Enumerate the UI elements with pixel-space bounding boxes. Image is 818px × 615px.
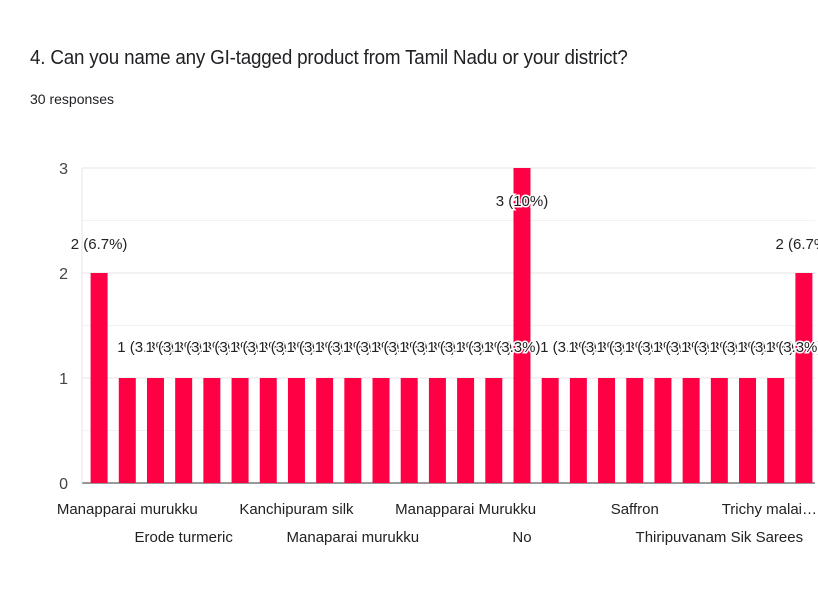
bar: [795, 273, 813, 483]
bar: [485, 378, 503, 483]
bar-data-label: 1 (3.3%): [456, 339, 513, 356]
question-title: 4. Can you name any GI-tagged product fr…: [30, 47, 628, 69]
bar-data-label: 1 (3.3%): [399, 339, 456, 356]
y-tick-label: 3: [59, 161, 68, 178]
bar-data-label: 1 (3.3%): [625, 339, 682, 356]
bar-data-label: 1 (3.3%): [597, 339, 654, 356]
bar-data-label: 1 (3.3%): [174, 339, 231, 356]
x-tick-label: Trichy malai…: [722, 501, 817, 518]
bar-data-label: 1 (3.3%): [202, 339, 259, 356]
bar-data-label: 1 (3.3%): [766, 339, 818, 356]
y-tick-label: 0: [59, 476, 68, 493]
bar-data-label: 1 (3.3%): [371, 339, 428, 356]
bar: [372, 378, 390, 483]
bar: [287, 378, 305, 483]
bar: [118, 378, 136, 483]
bar: [682, 378, 700, 483]
bar: [259, 378, 277, 483]
response-count: 30 responses: [30, 91, 115, 107]
x-tick-label: Manapparai murukku: [57, 501, 198, 518]
bar-data-label: 1 (3.3%): [709, 339, 766, 356]
bar: [316, 378, 334, 483]
bar-data-label: 1 (3.3%): [738, 339, 795, 356]
bar: [654, 378, 672, 483]
x-tick-label: Manaparai murukku: [287, 529, 420, 546]
bar: [739, 378, 757, 483]
bar: [344, 378, 362, 483]
x-tick-label: Manapparai Murukku: [395, 501, 536, 518]
bar: [513, 168, 531, 483]
x-tick-label: Thiripuvanam Sik Sarees: [636, 529, 804, 546]
bar-data-label: 1 (3.3%): [258, 339, 315, 356]
bar-data-label: 1 (3.3%): [681, 339, 738, 356]
x-tick-label: Erode turmeric: [134, 529, 233, 546]
bar: [428, 378, 446, 483]
bar-data-label: 1 (3.3%): [230, 339, 287, 356]
bar-data-label: 1 (3.3%): [484, 339, 541, 356]
bar: [767, 378, 785, 483]
bar: [569, 378, 587, 483]
bar-data-label: 3 (10%): [496, 193, 549, 210]
bar: [457, 378, 475, 483]
x-tick-label: Kanchipuram silk: [239, 501, 354, 518]
bar: [175, 378, 193, 483]
bar-data-label: 1 (3.3%): [540, 339, 597, 356]
bar: [400, 378, 418, 483]
bar-data-label: 2 (6.7%): [71, 236, 128, 253]
bar-data-label: 1 (3.3%): [653, 339, 710, 356]
x-tick-label: Saffron: [611, 501, 659, 518]
bar-data-label: 1 (3.3%): [343, 339, 400, 356]
bar: [626, 378, 644, 483]
bar-data-label: 2 (6.7%): [776, 236, 818, 253]
bar-data-label: 1 (3.3%): [145, 339, 202, 356]
bar-data-label: 1 (3.3%): [427, 339, 484, 356]
bar-data-label: 1 (3.3%): [315, 339, 372, 356]
bar: [231, 378, 249, 483]
x-tick-label: No: [512, 529, 531, 546]
bar-data-label: 1 (3.3%): [568, 339, 625, 356]
y-tick-label: 1: [59, 371, 68, 388]
bar: [203, 378, 221, 483]
bar: [146, 378, 164, 483]
bar: [90, 273, 108, 483]
bar-data-label: 1 (3.3%): [117, 339, 174, 356]
bar: [541, 378, 559, 483]
bar: [710, 378, 728, 483]
bar: [598, 378, 616, 483]
y-tick-label: 2: [59, 266, 68, 283]
bar-data-label: 1 (3.3%): [286, 339, 343, 356]
